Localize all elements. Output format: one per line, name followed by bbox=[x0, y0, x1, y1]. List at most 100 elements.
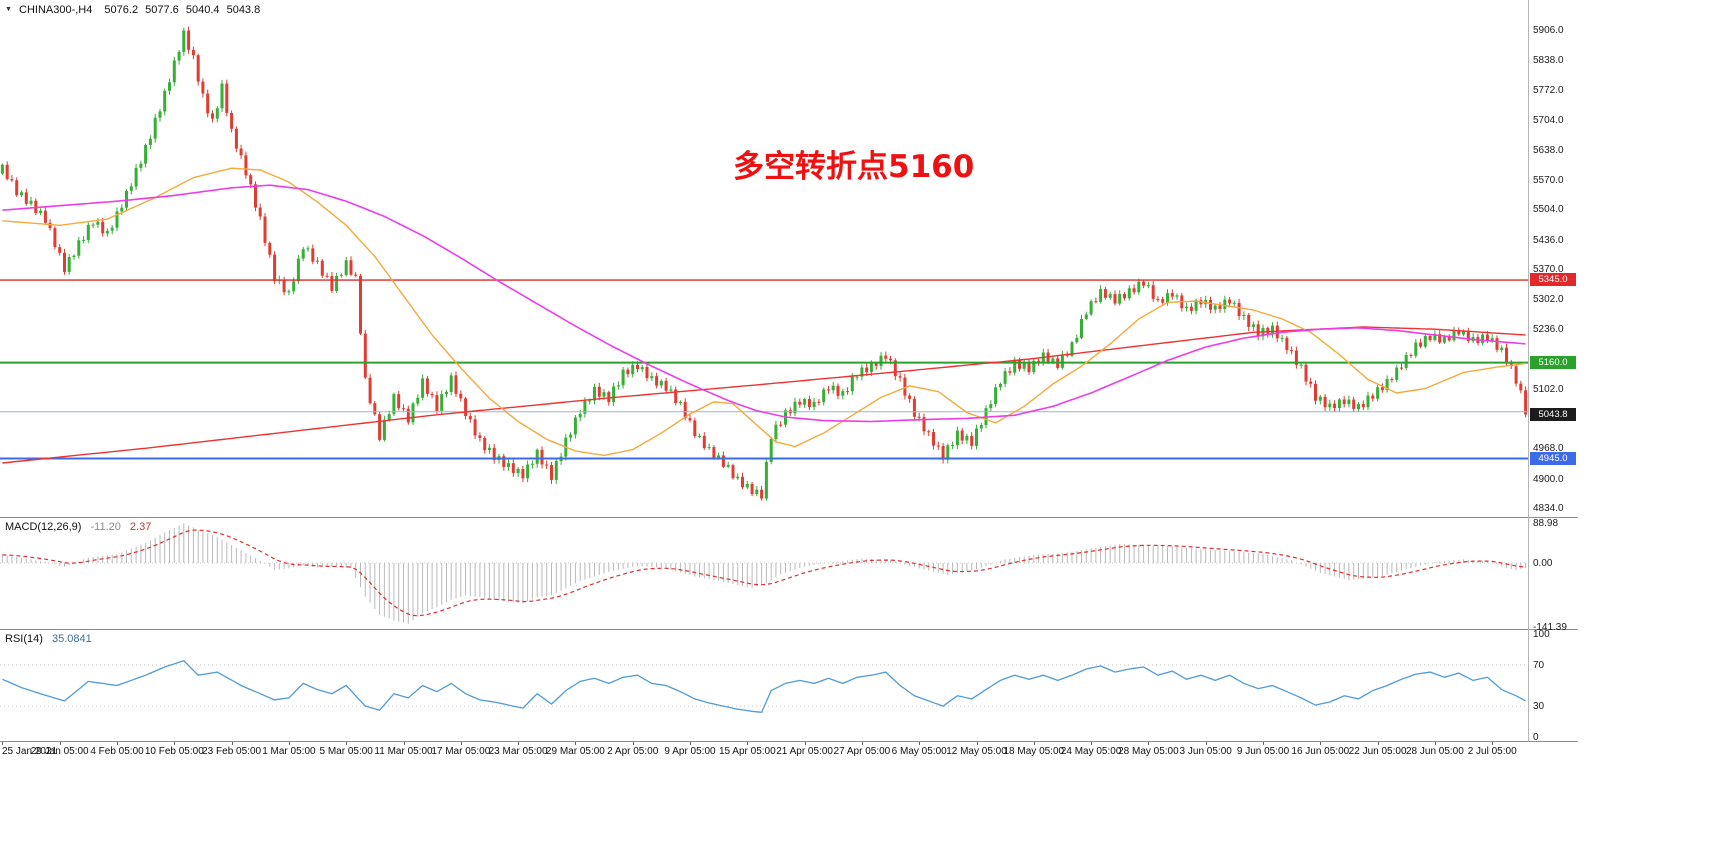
time-tick-label: 29 Jan 05:00 bbox=[30, 746, 89, 757]
macd-signal-value: 2.37 bbox=[129, 521, 152, 533]
time-axis-separator bbox=[0, 741, 1578, 742]
price-tick-label: 5570.0 bbox=[1533, 174, 1564, 186]
time-tick-label: 2 Apr 05:00 bbox=[607, 746, 659, 757]
price-tag: 5345.0 bbox=[1530, 273, 1576, 287]
time-tick-mark bbox=[1434, 742, 1436, 745]
price-tick-label: 4834.0 bbox=[1533, 503, 1564, 514]
time-tick-mark bbox=[231, 742, 233, 745]
collapse-expander-icon[interactable]: ▼ bbox=[5, 6, 12, 13]
price-tick-label: 5906.0 bbox=[1533, 25, 1564, 36]
time-tick-label: 12 May 05:00 bbox=[946, 746, 1007, 757]
time-tick-label: 9 Jun 05:00 bbox=[1236, 746, 1290, 757]
price-tick-label: 5236.0 bbox=[1533, 323, 1564, 335]
time-tick-label: 2 Jul 05:00 bbox=[1467, 746, 1517, 757]
price-tick-label: 5638.0 bbox=[1533, 144, 1564, 156]
ohlc-low-value: 5040.4 bbox=[185, 4, 220, 16]
price-chart-panel[interactable] bbox=[0, 0, 1528, 517]
time-tick-label: 28 Jun 05:00 bbox=[1405, 746, 1464, 757]
price-tick-label: 5436.0 bbox=[1533, 234, 1564, 246]
time-tick-label: 28 May 05:00 bbox=[1118, 746, 1179, 757]
price-tick-label: 4900.0 bbox=[1533, 473, 1564, 485]
macd-main-value: -11.20 bbox=[90, 521, 121, 533]
macd-tick-label: -141.39 bbox=[1533, 621, 1567, 633]
time-tick-label: 6 May 05:00 bbox=[891, 746, 947, 757]
macd-title: MACD(12,26,9) bbox=[5, 521, 82, 533]
time-tick-label: 10 Feb 05:00 bbox=[144, 746, 204, 757]
rsi-title: RSI(14) bbox=[5, 633, 43, 645]
rsi-header: RSI(14) 35.0841 bbox=[5, 633, 92, 645]
price-tick-label: 5102.0 bbox=[1533, 383, 1564, 395]
rsi-tick-label: 30 bbox=[1533, 701, 1545, 713]
macd-panel[interactable] bbox=[0, 518, 1528, 629]
price-tag: 5043.8 bbox=[1530, 407, 1576, 421]
time-tick-label: 23 Feb 05:00 bbox=[202, 746, 262, 757]
price-tick-label: 5704.0 bbox=[1533, 115, 1564, 127]
time-tick-label: 5 Mar 05:00 bbox=[319, 746, 373, 757]
price-tick-label: 5772.0 bbox=[1533, 84, 1564, 96]
ohlc-high-value: 5077.6 bbox=[145, 4, 179, 16]
price-tag: 5160.0 bbox=[1530, 355, 1576, 369]
time-tick-label: 23 Mar 05:00 bbox=[488, 746, 548, 757]
time-tick-mark bbox=[174, 742, 176, 745]
time-tick-label: 25 Jan 2021 bbox=[2, 746, 58, 757]
ohlc-close-value: 5043.8 bbox=[226, 4, 261, 16]
time-tick-label: 16 Jun 05:00 bbox=[1291, 746, 1350, 757]
time-tick-label: 9 Apr 05:00 bbox=[664, 746, 716, 757]
symbol-timeframe-label: CHINA300-,H4 bbox=[19, 4, 93, 16]
time-tick-mark bbox=[518, 742, 520, 745]
rsi-tick-label: 70 bbox=[1533, 659, 1545, 671]
time-tick-label: 4 Feb 05:00 bbox=[90, 746, 144, 757]
time-tick-mark bbox=[117, 742, 118, 745]
time-tick-label: 1 Mar 05:00 bbox=[262, 746, 316, 757]
time-tick-label: 18 May 05:00 bbox=[1003, 746, 1065, 757]
price-axis-border bbox=[1528, 0, 1529, 742]
time-tick-mark bbox=[1263, 742, 1264, 745]
time-tick-label: 11 Mar 05:00 bbox=[374, 746, 433, 757]
rsi-panel[interactable] bbox=[0, 630, 1528, 740]
time-tick-label: 27 Apr 05:00 bbox=[833, 746, 891, 757]
time-tick-mark bbox=[1205, 742, 1207, 745]
time-tick-mark bbox=[1148, 742, 1150, 745]
time-tick-mark bbox=[690, 742, 691, 745]
time-tick-mark bbox=[1033, 742, 1035, 745]
time-tick-label: 22 Jun 05:00 bbox=[1348, 746, 1407, 757]
time-tick-mark bbox=[632, 742, 634, 745]
time-tick-mark bbox=[976, 742, 978, 745]
time-tick-label: 21 Apr 05:00 bbox=[776, 746, 833, 757]
time-tick-mark bbox=[575, 742, 577, 745]
panel-resize-separator[interactable] bbox=[0, 629, 1578, 630]
time-tick-mark bbox=[59, 742, 61, 745]
macd-tick-label: 88.98 bbox=[1533, 518, 1559, 529]
time-tick-label: 3 Jun 05:00 bbox=[1179, 746, 1232, 757]
time-tick-mark bbox=[346, 742, 348, 745]
price-tick-label: 5838.0 bbox=[1533, 55, 1564, 67]
rsi-tick-label: 100 bbox=[1533, 629, 1550, 640]
time-tick-mark bbox=[403, 742, 405, 745]
macd-header: MACD(12,26,9) -11.20 2.37 bbox=[5, 521, 151, 533]
time-tick-mark bbox=[1091, 742, 1093, 745]
price-tick-label: 5370.0 bbox=[1533, 264, 1564, 275]
price-tick-label: 5302.0 bbox=[1533, 294, 1564, 306]
chart-ohlc-header: ▼ CHINA300-,H4 5076.2 5077.6 5040.4 5043… bbox=[5, 4, 260, 16]
panel-resize-separator[interactable] bbox=[0, 517, 1578, 518]
time-tick-mark bbox=[804, 742, 806, 745]
time-tick-mark bbox=[288, 742, 290, 745]
time-tick-label: 15 Apr 05:00 bbox=[718, 746, 776, 757]
rsi-value: 35.0841 bbox=[51, 633, 92, 645]
time-tick-mark bbox=[919, 742, 921, 745]
time-tick-mark bbox=[747, 742, 749, 745]
time-tick-mark bbox=[460, 742, 462, 745]
time-tick-label: 17 Mar 05:00 bbox=[431, 746, 491, 757]
annotation-text[interactable]: 多空转折点5160 bbox=[733, 149, 975, 185]
time-axis[interactable]: 25 Jan 2021 29 Jan 05:00 4 Feb 05:00 10 Feb… bbox=[0, 742, 1578, 764]
time-tick-mark bbox=[2, 742, 4, 745]
time-tick-label: 29 Mar 05:00 bbox=[545, 746, 605, 757]
price-tick-label: 5504.0 bbox=[1533, 204, 1564, 216]
price-tag: 4945.0 bbox=[1530, 451, 1576, 465]
ohlc-open-value: 5076.2 bbox=[104, 4, 139, 16]
macd-tick-label: 0.00 bbox=[1533, 558, 1553, 569]
time-tick-mark bbox=[1377, 742, 1379, 745]
price-tick-label: 4968.0 bbox=[1533, 443, 1564, 455]
time-tick-mark bbox=[861, 742, 863, 745]
